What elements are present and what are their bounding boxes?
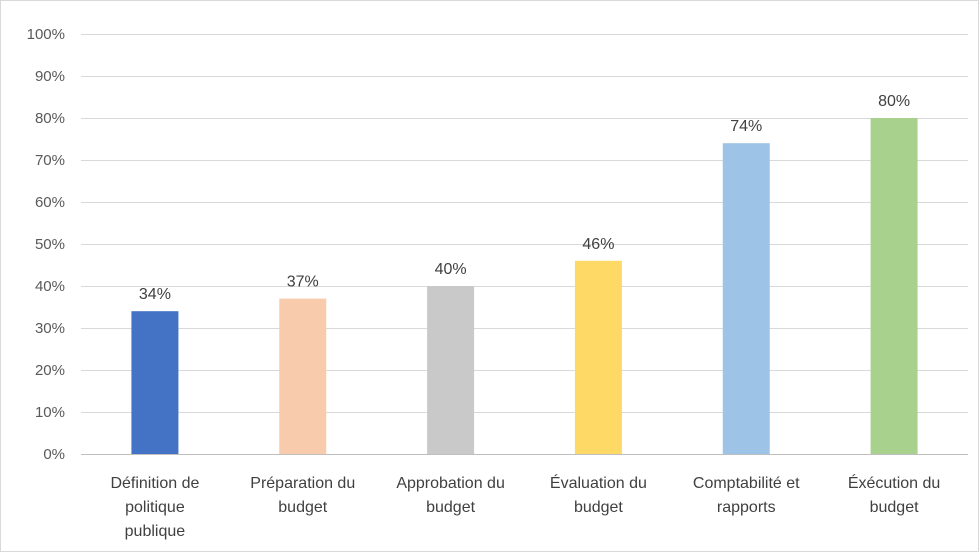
y-tick-label: 40%	[35, 278, 65, 295]
bar	[870, 118, 918, 454]
y-tick-label: 30%	[35, 320, 65, 337]
category-label-line: Préparation du	[250, 475, 355, 492]
data-label: 34%	[139, 286, 171, 303]
y-axis-tick-labels: 0% 10% 20% 30% 40% 50% 60% 70% 80% 90% 100%	[27, 26, 65, 463]
category-label-line: Définition de	[110, 475, 199, 492]
bar	[722, 143, 770, 454]
category-label-line: Évaluation du	[550, 473, 647, 492]
y-tick-label: 0%	[43, 446, 65, 463]
category-label-line: budget	[574, 499, 623, 516]
category-label: Approbation du budget	[396, 475, 505, 516]
category-label-line: Éxécution du	[848, 473, 941, 492]
y-tick-label: 50%	[35, 236, 65, 253]
category-label-line: rapports	[717, 499, 776, 516]
category-label-line: publique	[125, 523, 186, 540]
category-label: Définition de politique publique	[110, 475, 199, 540]
data-labels: 34% 37% 40% 46% 74% 80%	[139, 93, 910, 303]
category-label-line: budget	[870, 499, 919, 516]
x-axis-category-labels: Définition de politique publique Préparatio…	[110, 473, 940, 540]
category-label: Évaluation du budget	[550, 473, 647, 516]
y-tick-label: 10%	[35, 404, 65, 421]
y-tick-label: 100%	[27, 26, 65, 43]
y-tick-label: 70%	[35, 152, 65, 169]
data-label: 80%	[878, 93, 910, 110]
category-label-line: Approbation du	[396, 475, 505, 492]
data-label: 40%	[435, 261, 467, 278]
category-label: Comptabilité et rapports	[693, 475, 800, 516]
bar	[574, 260, 622, 454]
category-label-line: Comptabilité et	[693, 475, 800, 492]
data-label: 46%	[582, 236, 614, 253]
category-label-line: budget	[278, 499, 327, 516]
y-tick-label: 90%	[35, 68, 65, 85]
category-label: Préparation du budget	[250, 475, 355, 516]
bar	[427, 286, 475, 454]
bar	[279, 298, 327, 454]
category-label-line: politique	[125, 499, 185, 516]
category-label-line: budget	[426, 499, 475, 516]
bars	[131, 118, 918, 454]
y-tick-label: 20%	[35, 362, 65, 379]
y-tick-label: 60%	[35, 194, 65, 211]
data-label: 37%	[287, 274, 319, 291]
data-label: 74%	[730, 118, 762, 135]
bar	[131, 311, 179, 454]
y-tick-label: 80%	[35, 110, 65, 127]
gridlines	[81, 34, 968, 455]
category-label: Éxécution du budget	[848, 473, 941, 516]
